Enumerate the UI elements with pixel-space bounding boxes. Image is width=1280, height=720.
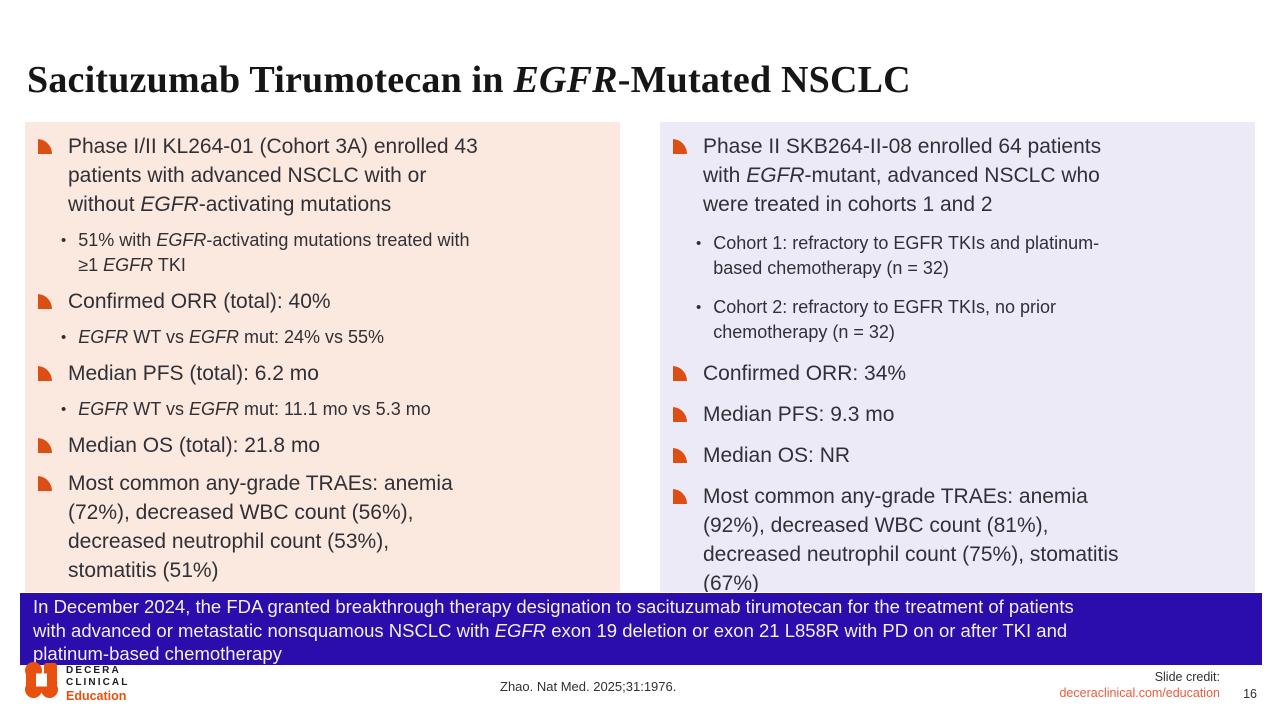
bullet-text: Median OS: NR <box>703 444 851 467</box>
dot-bullet-icon: • <box>61 329 67 346</box>
bullet-item: Confirmed ORR (total): 40% <box>37 287 612 316</box>
decera-logo-icon <box>25 662 58 698</box>
logo-text: DECERA CLINICAL Education <box>66 662 129 703</box>
bullet-item: Most common any-grade TRAEs: anemia (72%… <box>37 469 612 585</box>
slide-credit-link[interactable]: deceraclinical.com/education <box>1059 685 1220 700</box>
slide-credit: Slide credit: deceraclinical.com/educati… <box>1059 670 1220 701</box>
bullet-text: Median OS (total): 21.8 mo <box>68 434 321 457</box>
sub-bullet-item: • 51% with EGFR-activating mutations trea… <box>37 228 612 278</box>
bullet-item: Median OS: NR <box>672 441 1247 470</box>
fda-banner: In December 2024, the FDA granted breakt… <box>20 593 1262 665</box>
triangle-bullet-icon <box>38 438 53 453</box>
triangle-bullet-icon <box>673 489 688 504</box>
dot-bullet-icon: • <box>61 401 67 418</box>
bullet-item: Phase II SKB264-II-08 enrolled 64 patien… <box>672 132 1247 219</box>
bullet-text: Confirmed ORR (total): 40% <box>68 290 331 313</box>
bullet-text: EGFR WT vs EGFR mut: 11.1 mo vs 5.3 mo <box>78 399 431 419</box>
triangle-bullet-icon <box>38 294 53 309</box>
sub-bullet-item: • Cohort 2: refractory to EGFR TKIs, no p… <box>672 295 1247 345</box>
bullet-text: 51% with EGFR-activating mutations treat… <box>78 230 470 275</box>
triangle-bullet-icon <box>673 448 688 463</box>
sub-bullet-item: • Cohort 1: refractory to EGFR TKIs and p… <box>672 231 1247 281</box>
dot-bullet-icon: • <box>61 232 67 249</box>
bullet-text: Cohort 1: refractory to EGFR TKIs and pl… <box>713 233 1100 278</box>
triangle-bullet-icon <box>38 139 53 154</box>
triangle-bullet-icon <box>38 476 53 491</box>
fda-banner-text: In December 2024, the FDA granted breakt… <box>33 596 1074 664</box>
bullet-item: Confirmed ORR: 34% <box>672 359 1247 388</box>
bullet-text: Median PFS: 9.3 mo <box>703 403 895 426</box>
page-number: 16 <box>1243 687 1257 701</box>
bullet-text: Median PFS (total): 6.2 mo <box>68 362 319 385</box>
triangle-bullet-icon <box>38 366 53 381</box>
sub-bullet-item: • EGFR WT vs EGFR mut: 24% vs 55% <box>37 325 612 350</box>
bullet-item: Median PFS: 9.3 mo <box>672 400 1247 429</box>
bullet-text: Most common any-grade TRAEs: anemia (72%… <box>68 472 453 582</box>
bullet-text: Most common any-grade TRAEs: anemia (92%… <box>703 485 1119 592</box>
bullet-item: Most common any-grade TRAEs: anemia (92%… <box>672 482 1247 592</box>
bullet-text: EGFR WT vs EGFR mut: 24% vs 55% <box>78 327 385 347</box>
bullet-text: Cohort 2: refractory to EGFR TKIs, no pr… <box>713 297 1057 342</box>
citation: Zhao. Nat Med. 2025;31:1976. <box>500 679 677 694</box>
sub-bullet-item: • EGFR WT vs EGFR mut: 11.1 mo vs 5.3 mo <box>37 397 612 422</box>
bullet-item: Phase I/II KL264-01 (Cohort 3A) enrolled… <box>37 132 612 219</box>
triangle-bullet-icon <box>673 366 688 381</box>
bullet-text: Phase I/II KL264-01 (Cohort 3A) enrolled… <box>68 135 478 216</box>
triangle-bullet-icon <box>673 139 688 154</box>
logo-name-line1: DECERA <box>66 665 121 676</box>
bullet-item: Median OS (total): 21.8 mo <box>37 431 612 460</box>
triangle-bullet-icon <box>673 407 688 422</box>
decera-logo: DECERA CLINICAL Education <box>25 662 129 703</box>
slide-credit-label: Slide credit: <box>1154 670 1220 684</box>
dot-bullet-icon: • <box>696 235 702 252</box>
bullet-text: Phase II SKB264-II-08 enrolled 64 patien… <box>703 135 1102 216</box>
bullet-text: Confirmed ORR: 34% <box>703 362 907 385</box>
bullet-item: Median PFS (total): 6.2 mo <box>37 359 612 388</box>
logo-name-line2: CLINICAL <box>66 676 130 688</box>
left-study-panel: Phase I/II KL264-01 (Cohort 3A) enrolled… <box>25 122 620 592</box>
page-title: Sacituzumab Tirumotecan in EGFR-Mutated … <box>27 59 911 101</box>
dot-bullet-icon: • <box>696 299 702 316</box>
logo-education-label: Education <box>66 689 127 703</box>
right-study-panel: Phase II SKB264-II-08 enrolled 64 patien… <box>660 122 1255 592</box>
